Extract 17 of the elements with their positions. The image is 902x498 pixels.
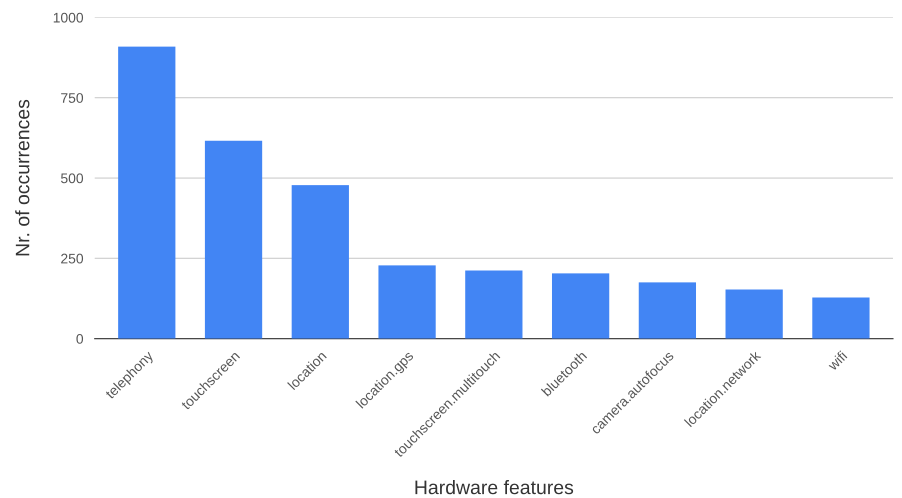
y-tick-label: 1000 — [54, 12, 84, 23]
bar — [292, 185, 349, 339]
y-axis-title: Nr. of occurrences — [15, 100, 30, 256]
y-tick-label: 0 — [76, 334, 84, 344]
y-tick-label: 750 — [61, 93, 84, 103]
bar — [118, 46, 176, 339]
bar — [378, 265, 436, 339]
bar — [726, 289, 783, 339]
y-tick-label: 500 — [60, 173, 84, 184]
bar — [638, 282, 696, 339]
bar — [204, 140, 262, 339]
x-axis-title: Hardware features — [415, 480, 574, 494]
bar — [812, 298, 870, 339]
bar — [465, 270, 522, 339]
bar — [552, 273, 610, 339]
y-tick-label: 250 — [61, 254, 84, 264]
x-tick-label: wifi — [826, 350, 848, 372]
